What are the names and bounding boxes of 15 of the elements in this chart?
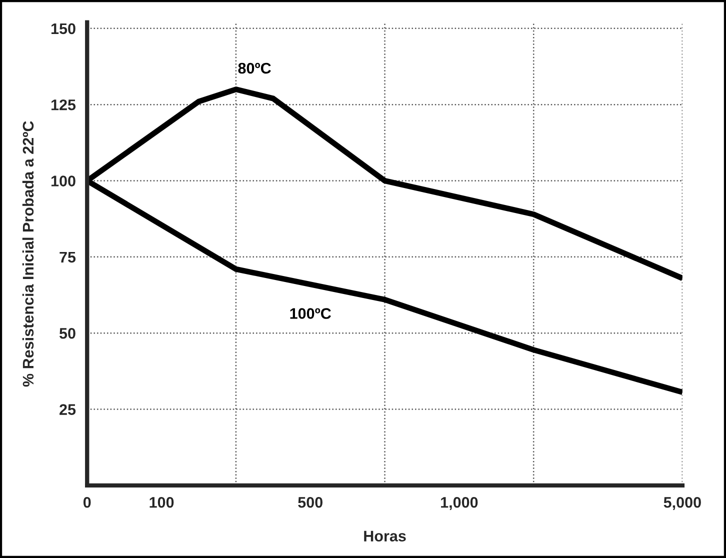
- x-tick-label: 100: [150, 496, 174, 508]
- series-label: 80ºC: [238, 62, 271, 74]
- x-tick-label: 1,000: [441, 496, 478, 510]
- y-tick-label: 125: [51, 99, 76, 110]
- x-tick-label: 0: [83, 496, 91, 508]
- y-tick-label: 100: [51, 176, 76, 186]
- x-tick-label: 500: [298, 496, 322, 508]
- x-tick-label: 5,000: [664, 496, 701, 510]
- x-axis-title: Horas: [364, 530, 406, 542]
- y-tick-label: 75: [60, 252, 76, 263]
- y-tick-label: 25: [60, 404, 76, 415]
- series-label: 100ºC: [290, 308, 331, 319]
- y-axis-title: % Resistencia Inicial Probada a 22ºC: [22, 121, 34, 387]
- y-tick-label: 150: [51, 23, 76, 34]
- y-tick-label: 50: [59, 328, 76, 339]
